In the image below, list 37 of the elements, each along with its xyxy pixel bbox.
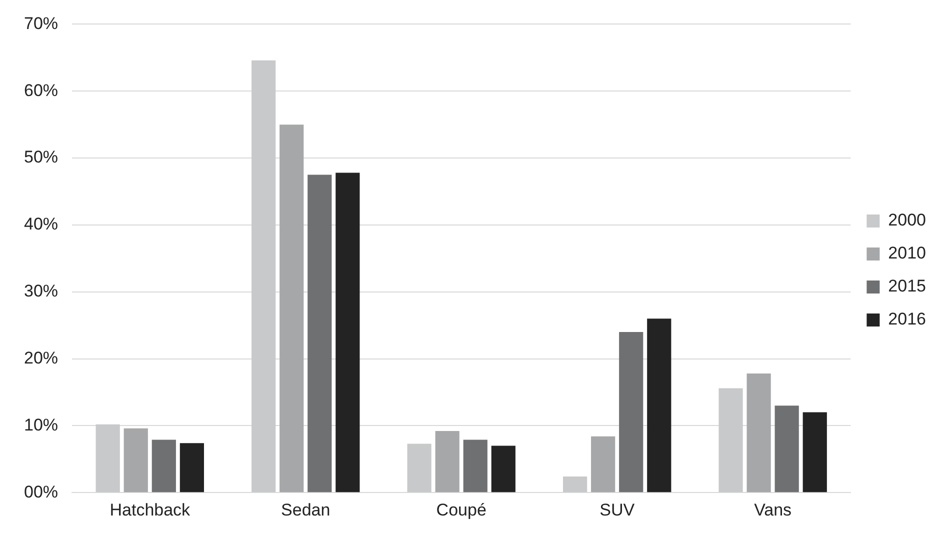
x-tick-label: Vans bbox=[754, 500, 792, 520]
bar bbox=[280, 124, 304, 492]
y-tick-label: 50% bbox=[24, 148, 58, 167]
x-tick-label: Hatchback bbox=[110, 500, 191, 520]
bar bbox=[463, 440, 488, 492]
bar bbox=[180, 443, 204, 492]
legend-label: 2000 bbox=[888, 210, 926, 230]
bar bbox=[746, 373, 771, 492]
bar bbox=[647, 318, 672, 492]
y-tick-label: 00% bbox=[24, 482, 58, 502]
bar bbox=[252, 60, 276, 492]
bar bbox=[491, 446, 516, 492]
bar bbox=[308, 174, 332, 492]
legend-label: 2016 bbox=[888, 310, 926, 329]
x-tick-label: Coupé bbox=[436, 500, 486, 520]
bar bbox=[562, 476, 588, 492]
bar bbox=[774, 406, 799, 492]
x-tick-label: SUV bbox=[600, 500, 636, 520]
bar bbox=[407, 444, 432, 492]
bar bbox=[619, 332, 644, 492]
y-tick-label: 30% bbox=[24, 282, 58, 301]
y-tick-label: 70% bbox=[24, 14, 58, 33]
bar bbox=[124, 428, 148, 492]
legend-label: 2015 bbox=[888, 276, 926, 296]
legend-label: 2010 bbox=[888, 244, 926, 263]
y-tick-label: 60% bbox=[24, 80, 58, 100]
bar bbox=[435, 431, 460, 492]
y-tick-label: 40% bbox=[24, 214, 58, 234]
bar bbox=[336, 172, 360, 492]
bar bbox=[718, 388, 743, 492]
x-tick-label: Sedan bbox=[281, 500, 330, 520]
bar bbox=[152, 440, 176, 492]
y-tick-label: 20% bbox=[24, 348, 58, 368]
bar bbox=[96, 424, 120, 492]
bar bbox=[591, 436, 616, 492]
bar bbox=[802, 412, 827, 492]
y-tick-label: 10% bbox=[24, 415, 58, 434]
